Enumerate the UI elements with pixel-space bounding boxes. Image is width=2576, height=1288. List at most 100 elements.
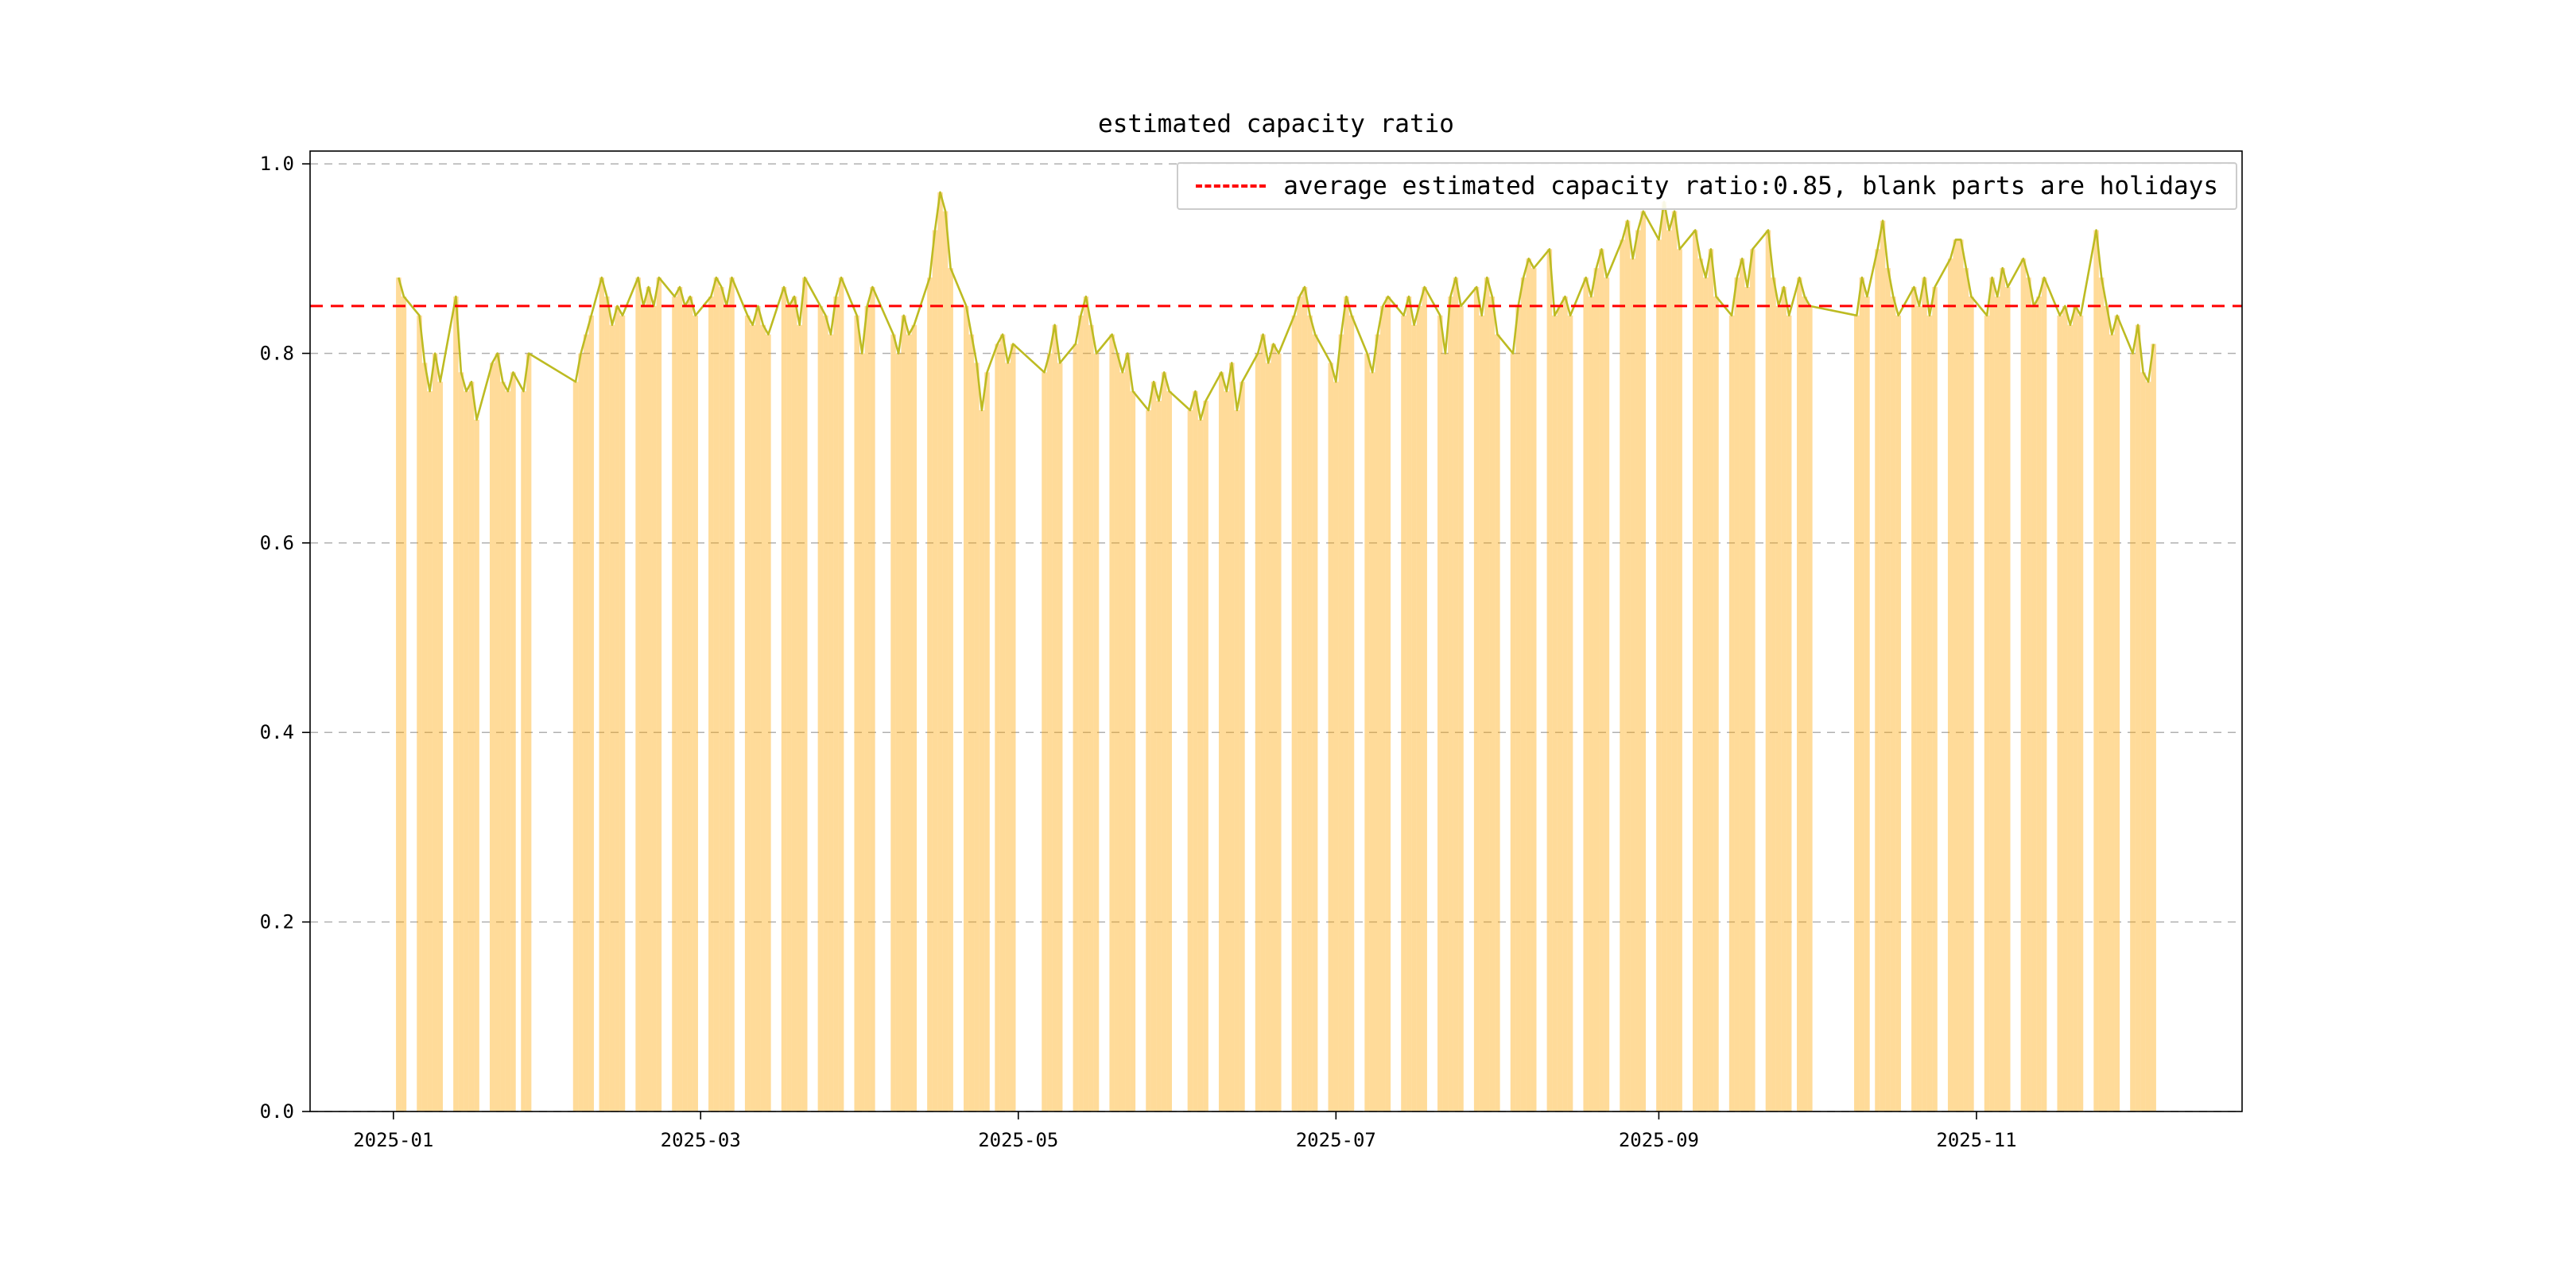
workday-bar — [1078, 315, 1084, 1111]
workday-bar — [1661, 201, 1667, 1112]
workday-bar — [1119, 372, 1126, 1111]
workday-bar — [854, 315, 860, 1111]
workday-bar — [817, 305, 824, 1111]
workday-bar — [2067, 324, 2074, 1111]
workday-bar — [401, 296, 407, 1112]
workday-bar — [870, 287, 875, 1112]
workday-bar — [833, 296, 839, 1112]
workday-bar — [588, 315, 594, 1111]
y-tick-label: 1.0 — [260, 153, 294, 175]
workday-bar — [1255, 353, 1261, 1111]
workday-bar — [1109, 334, 1115, 1112]
workday-bar — [797, 324, 802, 1111]
workday-bar — [1401, 315, 1406, 1111]
workday-bar — [1911, 287, 1917, 1112]
workday-bar — [417, 315, 422, 1111]
workday-bar — [984, 372, 990, 1111]
workday-bar — [1932, 287, 1938, 1112]
workday-bar — [1963, 268, 1969, 1111]
workday-bar — [801, 277, 808, 1111]
x-tick-label: 2025-05 — [978, 1129, 1058, 1151]
workday-bar — [672, 296, 677, 1112]
workday-bar — [1375, 334, 1380, 1112]
workday-bar — [1260, 334, 1266, 1112]
workday-bar — [1562, 296, 1568, 1112]
workday-bar — [1224, 391, 1230, 1111]
workday-bar — [713, 277, 720, 1111]
workday-bar — [1369, 372, 1375, 1111]
workday-bar — [1114, 353, 1120, 1111]
workday-bar — [1859, 277, 1865, 1111]
workday-bar — [948, 268, 953, 1111]
workday-bar — [1291, 315, 1298, 1111]
workday-bar — [1864, 296, 1870, 1112]
workday-bar — [505, 391, 511, 1111]
workday-bar — [1530, 268, 1537, 1111]
workday-bar — [1781, 287, 1787, 1112]
workday-bar — [1458, 305, 1464, 1111]
workday-bar — [2077, 315, 2084, 1111]
workday-bar — [964, 305, 969, 1111]
workday-bar — [1484, 277, 1490, 1111]
workday-bar — [1271, 343, 1276, 1111]
workday-bar — [1640, 211, 1647, 1111]
workday-bar — [396, 277, 402, 1111]
workday-bar — [1218, 372, 1224, 1111]
workday-bar — [750, 324, 756, 1111]
x-tick-label: 2025-07 — [1296, 1129, 1376, 1151]
workday-bar — [937, 192, 943, 1112]
workday-bar — [1630, 258, 1635, 1111]
workday-bar — [458, 372, 464, 1111]
workday-bar — [1994, 296, 2000, 1112]
y-tick-label: 0.0 — [260, 1100, 294, 1123]
workday-bar — [489, 363, 495, 1111]
x-tick-label: 2025-03 — [661, 1129, 741, 1151]
workday-bar — [1880, 220, 1886, 1111]
workday-bar — [1802, 296, 1808, 1112]
workday-bar — [1312, 334, 1318, 1112]
x-tick-label: 2025-11 — [1936, 1129, 2016, 1151]
chart-title: estimated capacity ratio — [1098, 110, 1454, 138]
workday-bar — [2026, 277, 2031, 1111]
workday-bar — [2041, 277, 2047, 1111]
workday-bar — [1593, 268, 1600, 1111]
workday-bar — [1073, 343, 1079, 1111]
axes-border — [309, 150, 2243, 1112]
workday-bar — [1671, 211, 1678, 1111]
workday-bar — [1552, 315, 1558, 1111]
y-tick-label: 0.6 — [260, 532, 294, 554]
workday-bar — [1489, 296, 1496, 1112]
workday-bar — [521, 391, 526, 1111]
workday-bar — [1515, 305, 1521, 1111]
workday-bar — [1187, 409, 1193, 1111]
workday-bar — [1765, 230, 1771, 1111]
workday-bar — [2020, 258, 2027, 1111]
workday-bar — [1046, 353, 1053, 1111]
workday-bar — [2036, 296, 2042, 1112]
workday-bar — [1307, 315, 1313, 1111]
workday-bar — [1771, 277, 1776, 1111]
workday-bar — [906, 334, 912, 1112]
workday-bar — [2093, 230, 2099, 1111]
workday-bar — [724, 305, 730, 1111]
workday-bar — [1161, 372, 1167, 1111]
workday-bar — [1953, 239, 1959, 1112]
workday-bar — [1042, 372, 1047, 1111]
workday-bar — [1328, 363, 1334, 1111]
workday-bar — [979, 409, 985, 1111]
workday-bar — [1406, 296, 1412, 1112]
workday-bar — [2062, 305, 2068, 1111]
workday-bar — [1697, 258, 1704, 1111]
workday-bar — [468, 382, 475, 1112]
workday-bar — [1947, 258, 1953, 1111]
x-tick-label: 2025-09 — [1619, 1129, 1699, 1151]
workday-bar — [1775, 305, 1782, 1111]
workday-bar — [1442, 353, 1449, 1111]
workday-bar — [2000, 268, 2005, 1111]
workday-bar — [572, 382, 579, 1112]
workday-bar — [1885, 268, 1891, 1111]
workday-bar — [583, 334, 589, 1112]
workday-bar — [1276, 353, 1282, 1111]
workday-bar — [1692, 230, 1698, 1111]
workday-bar — [2057, 315, 2063, 1111]
